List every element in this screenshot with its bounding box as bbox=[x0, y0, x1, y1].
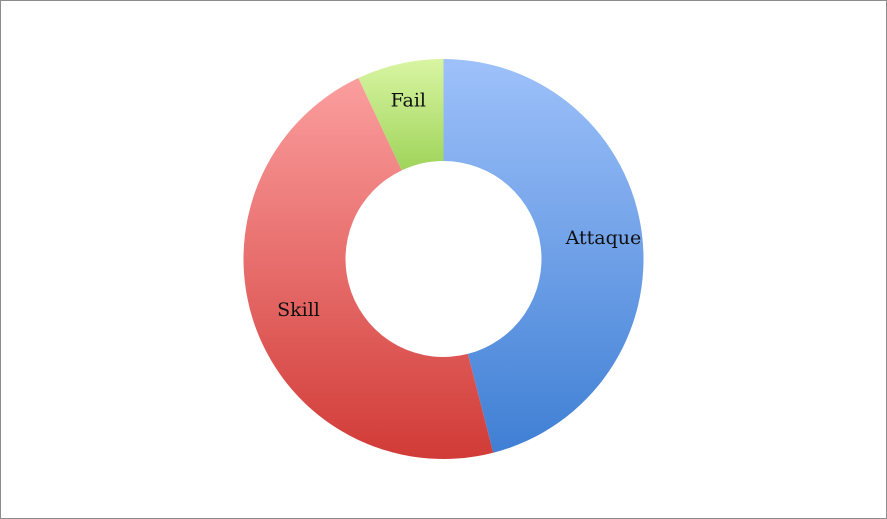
slice-skill bbox=[243, 78, 494, 460]
donut-slices bbox=[243, 59, 644, 460]
slice-fail bbox=[358, 59, 444, 171]
slice-attaque bbox=[443, 59, 644, 453]
slice-label-attaque: Attaque bbox=[565, 227, 642, 249]
donut-labels: Attaque Skill Fail bbox=[277, 90, 641, 322]
slice-label-skill: Skill bbox=[277, 299, 320, 321]
slice-label-fail: Fail bbox=[391, 90, 426, 112]
